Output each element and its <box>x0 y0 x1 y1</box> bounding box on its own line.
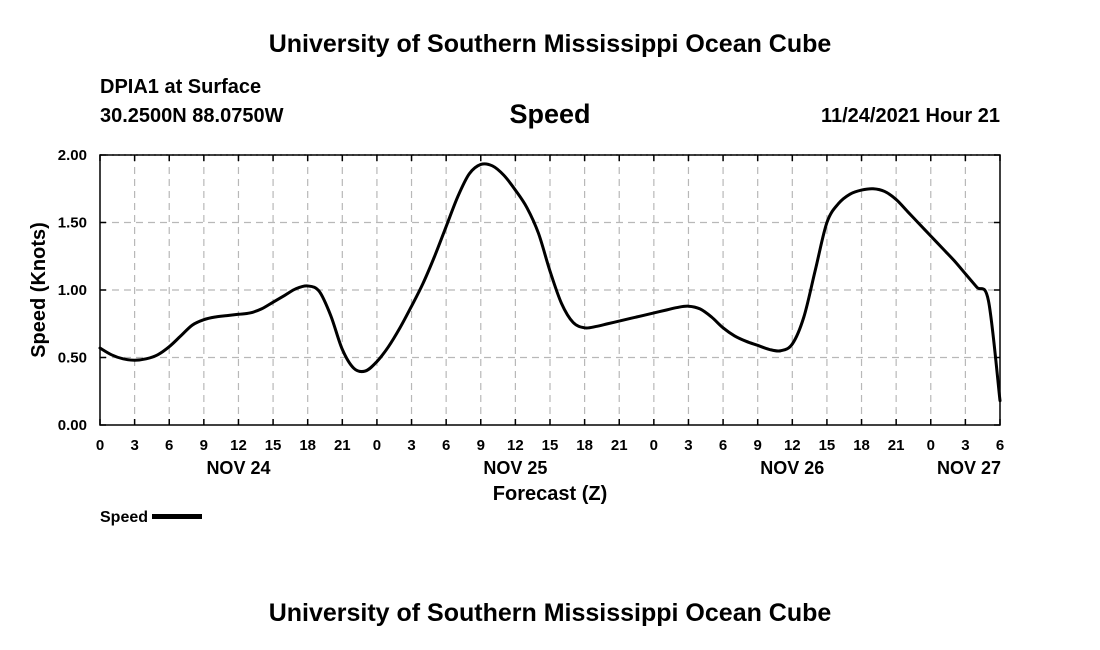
x-tick-label: 21 <box>888 437 905 454</box>
page-footer-title: University of Southern Mississippi Ocean… <box>268 599 832 627</box>
legend: Speed <box>100 509 203 527</box>
y-tick-label: 1.50 <box>58 215 87 232</box>
x-tick-label: 21 <box>611 437 628 454</box>
x-tick-label: 6 <box>719 437 727 454</box>
y-tick-label: 0.50 <box>58 350 87 367</box>
x-tick-label: 18 <box>853 437 870 454</box>
page-title: University of Southern Mississippi Ocean… <box>268 30 832 58</box>
y-axis-title: Speed (Knots) <box>28 222 50 358</box>
grid-layer <box>100 155 1000 425</box>
date-label: NOV 26 <box>760 458 824 478</box>
x-tick-label: 12 <box>230 437 247 454</box>
x-tick-label: 0 <box>373 437 381 454</box>
x-tick-label: 0 <box>650 437 658 454</box>
x-tick-label: 18 <box>576 437 593 454</box>
x-tick-label: 0 <box>96 437 104 454</box>
x-tick-label: 0 <box>927 437 935 454</box>
legend-label: Speed <box>100 509 149 526</box>
x-tick-label: 12 <box>507 437 524 454</box>
speed-series-line <box>98 162 1002 403</box>
coordinates-label: 30.2500N 88.0750W <box>100 105 284 127</box>
x-tick-label: 3 <box>407 437 415 454</box>
chart-title: Speed <box>509 99 591 129</box>
x-tick-label: 6 <box>442 437 450 454</box>
x-tick-label: 9 <box>754 437 762 454</box>
date-label: NOV 24 <box>206 458 270 478</box>
label-layer: 0 3 6 9 12 15 18 21 0 3 6 9 12 15 18 21 0 3 6 9 12 15 18 21 0 3 6 0… <box>58 147 1004 478</box>
date-label: NOV 27 <box>937 458 1001 478</box>
station-label: DPIA1 at Surface <box>100 76 262 98</box>
x-tick-label: 21 <box>334 437 351 454</box>
x-tick-label: 12 <box>784 437 801 454</box>
x-axis-title: Forecast (Z) <box>493 483 607 505</box>
y-tick-label: 1.00 <box>58 282 87 299</box>
x-tick-label: 15 <box>542 437 559 454</box>
x-tick-label: 9 <box>477 437 485 454</box>
date-label: NOV 25 <box>483 458 547 478</box>
x-tick-label: 6 <box>165 437 173 454</box>
legend-line-swatch <box>152 514 203 520</box>
x-tick-label: 15 <box>265 437 282 454</box>
y-tick-label: 0.00 <box>58 417 87 434</box>
forecast-datetime: 11/24/2021 Hour 21 <box>820 105 1000 127</box>
x-tick-label: 18 <box>299 437 316 454</box>
y-tick-label: 2.00 <box>58 147 87 164</box>
x-tick-label: 3 <box>684 437 692 454</box>
x-tick-label: 6 <box>996 437 1004 454</box>
tick-layer <box>99 154 1001 426</box>
x-tick-label: 3 <box>961 437 969 454</box>
x-tick-label: 3 <box>130 437 138 454</box>
x-tick-label: 15 <box>819 437 836 454</box>
x-tick-label: 9 <box>200 437 208 454</box>
